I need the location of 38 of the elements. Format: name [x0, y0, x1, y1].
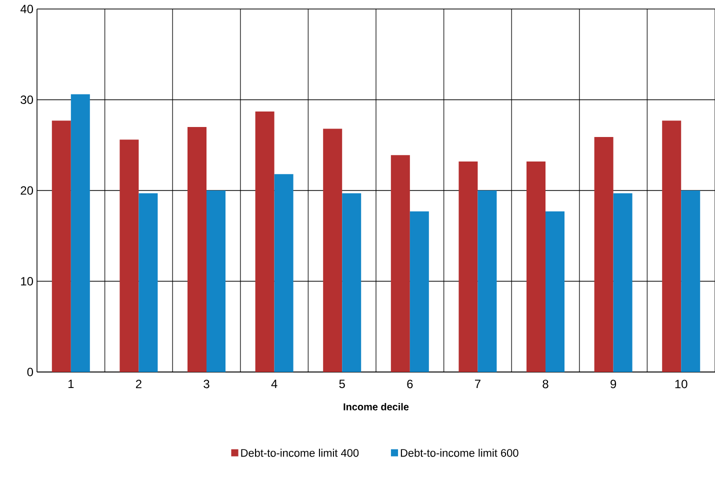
- x-tick-label: 3: [204, 380, 210, 388]
- bar: [274, 174, 294, 372]
- x-tick-label: 9: [610, 380, 616, 388]
- x-tick-label: 7: [474, 380, 480, 388]
- y-tick-label: 0: [27, 368, 34, 376]
- bar: [546, 211, 565, 372]
- bar: [206, 190, 226, 372]
- x-tick-label: 2: [136, 380, 142, 388]
- y-tick-label: 40: [20, 4, 34, 14]
- bar: [390, 155, 410, 372]
- x-axis-title: Income decile: [344, 403, 409, 410]
- bar: [52, 120, 71, 372]
- bar: [323, 128, 342, 372]
- bar: [613, 193, 632, 372]
- bar: [526, 161, 546, 372]
- bar: [458, 161, 478, 372]
- bar: [138, 193, 158, 372]
- y-tick-label: 20: [20, 186, 34, 195]
- y-tick-label: 10: [21, 277, 34, 286]
- y-tick-label: 30: [20, 96, 34, 104]
- x-tick-label: 10: [675, 380, 688, 388]
- bar: [594, 136, 614, 372]
- bar: [120, 140, 139, 372]
- bar: [410, 211, 429, 372]
- x-tick-label: 6: [407, 380, 413, 388]
- bar: [662, 120, 682, 372]
- bar: [70, 94, 90, 372]
- x-tick-label: 1: [68, 380, 74, 388]
- x-tick-label: 8: [542, 380, 548, 388]
- legend-label: Debt-to-income limit 400: [241, 448, 359, 457]
- bar: [681, 190, 700, 372]
- x-tick-label: 5: [339, 380, 345, 388]
- bar: [188, 126, 207, 372]
- bar: [255, 112, 274, 372]
- bar: [342, 193, 362, 372]
- x-tick-label: 4: [271, 380, 278, 388]
- bar: [478, 190, 497, 372]
- legend-label: Debt-to-income limit 600: [400, 448, 518, 457]
